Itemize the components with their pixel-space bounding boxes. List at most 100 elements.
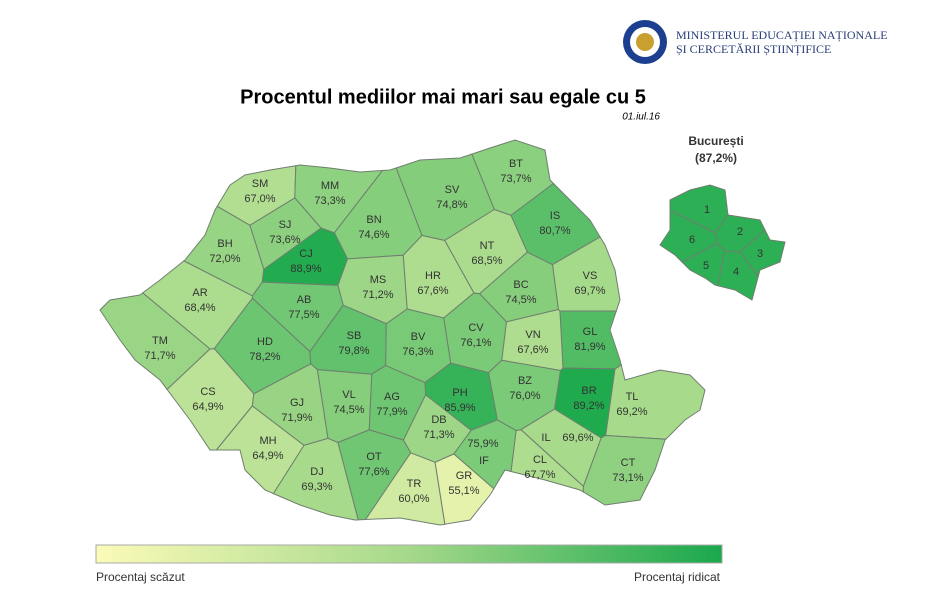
county-code: BR [581,385,596,397]
sector-number: 4 [733,266,739,278]
county-value: 77,9% [376,406,407,418]
county-code: AR [192,287,207,299]
county-code: VN [525,329,540,341]
county-code: IS [550,210,560,222]
sector-number: 6 [689,234,695,246]
county-value: 67,6% [417,285,448,297]
county-code: HD [257,336,273,348]
county-code: CS [200,386,215,398]
county-code: SV [445,184,460,196]
county-code: BT [509,158,523,170]
county-value: 67,0% [244,193,275,205]
county-value: 89,2% [573,400,604,412]
county-value: 73,7% [500,173,531,185]
county-code: AG [384,391,400,403]
county-code: BV [411,331,426,343]
sector-number: 1 [704,204,710,216]
county [99,292,211,391]
county-code: MS [370,274,387,286]
county-code: GR [456,470,473,482]
county-value: 71,7% [144,350,175,362]
county [434,453,495,525]
county [272,437,359,521]
county-value: 71,9% [281,412,312,424]
county-code: NT [480,240,495,252]
county-code: HR [425,270,441,282]
county-code: BZ [518,375,532,387]
county-value: 55,1% [448,485,479,497]
bucharest-name: București [688,134,743,148]
county-code: MH [259,435,276,447]
county-value: 74,8% [436,199,467,211]
county-code: VL [342,389,355,401]
county-value: 64,9% [252,450,283,462]
county [215,405,305,495]
date: 01.iul.16 [622,112,660,123]
county-value: 73,1% [612,472,643,484]
county-value: 68,4% [184,302,215,314]
county-value: 76,1% [460,337,491,349]
county-value: 75,9% [467,438,498,450]
county-value: 74,6% [358,229,389,241]
county-code: GL [583,326,598,338]
county-code: SB [347,330,362,342]
county [605,364,706,440]
ministry-line: MINISTERUL EDUCAȚIEI NAȚIONALE [676,28,888,42]
county [453,419,517,490]
sector [681,242,726,287]
county-code: CJ [299,248,312,260]
county-code: SM [252,178,269,190]
county-value: 74,5% [505,294,536,306]
county-value: 69,6% [562,432,593,444]
county-code: TR [407,478,422,490]
county-value: 77,5% [288,309,319,321]
legend-low: Procentaj scăzut [96,570,185,584]
legend-bar [95,544,723,564]
county-code: BC [513,279,528,291]
county-value: 68,5% [471,255,502,267]
county-code: IF [479,455,489,467]
county-code: VS [583,270,598,282]
map: BT 73,7% SM 67,0% MM 73,3% SV 74,8% BN 74,6% SJ 73,… [99,139,706,526]
county-code: DJ [310,466,323,478]
county-value: 60,0% [398,493,429,505]
county-value: 73,6% [269,234,300,246]
county-code: CV [468,322,484,334]
county-code: IL [541,432,550,444]
sector-number: 2 [737,226,743,238]
sector [659,209,718,263]
county-value: 69,2% [616,406,647,418]
county-value: 78,2% [249,351,280,363]
ministry-line: ȘI CERCETĂRII ȘTIINȚIFICE [676,42,831,56]
county-code: BH [217,238,232,250]
logo [623,20,667,64]
county-value: 64,9% [192,401,223,413]
county-code: SJ [279,219,292,231]
county-code: CT [621,457,636,469]
county-code: OT [366,451,382,463]
county-code: CL [533,454,547,466]
county-value: 81,9% [574,341,605,353]
county-value: 76,0% [509,390,540,402]
county-value: 85,9% [444,402,475,414]
county-value: 71,3% [423,429,454,441]
county-value: 71,2% [362,289,393,301]
county-value: 72,0% [209,253,240,265]
county-value: 80,7% [539,225,570,237]
legend-high: Procentaj ridicat [634,570,721,584]
bucharest-value: (87,2%) [695,151,737,165]
county-value: 76,3% [402,346,433,358]
county-code: TM [152,335,168,347]
county-code: DB [431,414,446,426]
county-code: MM [321,180,339,192]
sector-number: 5 [703,260,709,272]
county-value: 77,6% [358,466,389,478]
county-code: GJ [290,397,304,409]
title: Procentul mediilor mai mari sau egale cu… [240,86,646,108]
county-value: 88,9% [290,263,321,275]
county-value: 67,7% [524,469,555,481]
county-value: 73,3% [314,195,345,207]
sector-number: 3 [757,248,763,260]
county-value: 69,3% [301,481,332,493]
county-value: 74,5% [333,404,364,416]
